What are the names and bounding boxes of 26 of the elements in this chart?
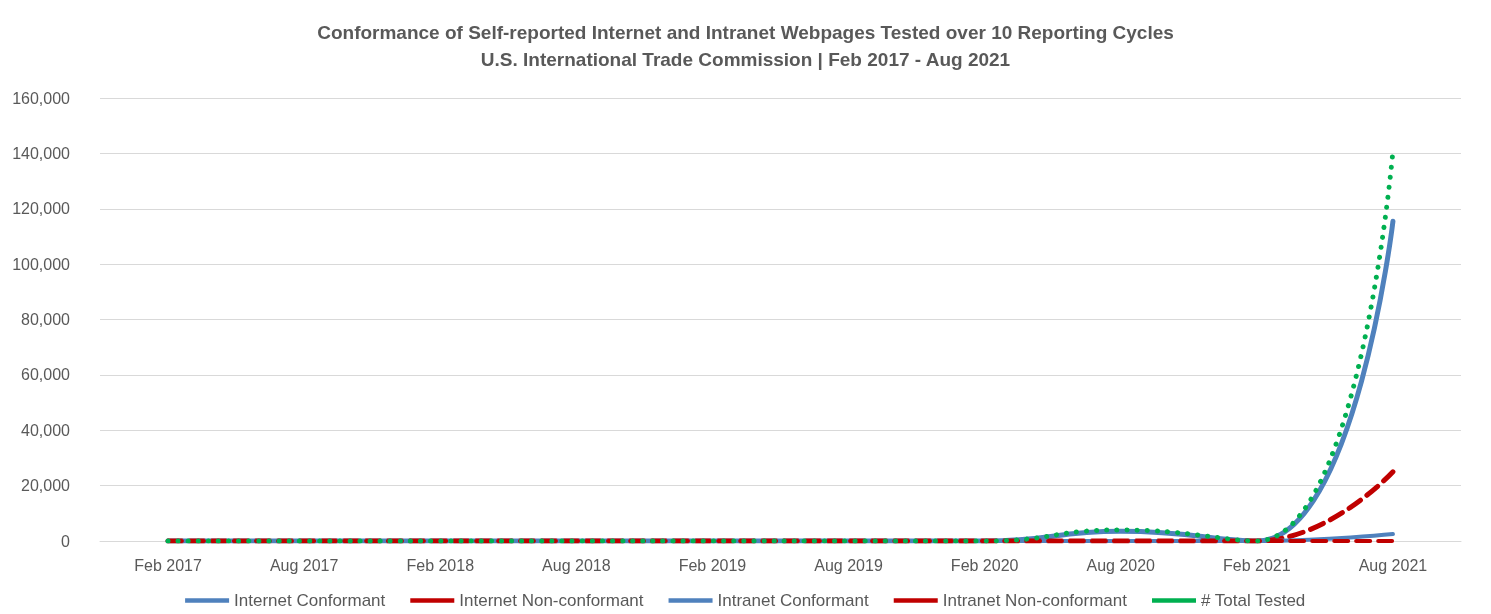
y-tick-label: 20,000	[21, 477, 71, 495]
y-tick-label: 60,000	[21, 366, 71, 384]
x-tick-label: Aug 2019	[814, 556, 883, 574]
x-tick-label: Feb 2019	[678, 556, 747, 574]
x-tick-label: Feb 2018	[406, 556, 475, 574]
x-tick-label: Feb 2017	[134, 556, 202, 574]
y-tick-label: 40,000	[21, 421, 71, 439]
y-tick-label: 120,000	[12, 200, 71, 218]
chart-title: Conformance of Self-reported Internet and Intranet Webpages Tested over 10 Reporting Cycles	[317, 22, 1174, 43]
x-tick-label: Feb 2020	[950, 556, 1019, 574]
chart-subtitle: U.S. International Trade Commission | Feb 2017 - Aug 2021	[480, 49, 1011, 70]
legend-label: Internet Conformant	[234, 591, 386, 610]
y-tick-label: 140,000	[12, 144, 71, 162]
x-tick-label: Aug 2020	[1086, 556, 1156, 574]
y-tick-label: 80,000	[21, 311, 71, 328]
legend-label: # Total Tested	[1201, 591, 1306, 610]
y-tick-label: 0	[61, 532, 71, 550]
legend-label: Intranet Conformant	[717, 591, 870, 610]
x-tick-label: Aug 2021	[1358, 556, 1428, 574]
y-tick-label: 160,000	[12, 89, 71, 107]
x-tick-label: Feb 2021	[1223, 556, 1291, 574]
x-tick-label: Aug 2017	[269, 556, 339, 574]
x-tick-label: Aug 2018	[542, 556, 611, 574]
legend-label: Internet Non-conformant	[459, 591, 644, 610]
y-tick-label: 100,000	[12, 255, 71, 273]
legend-label: Intranet Non-conformant	[942, 591, 1128, 610]
